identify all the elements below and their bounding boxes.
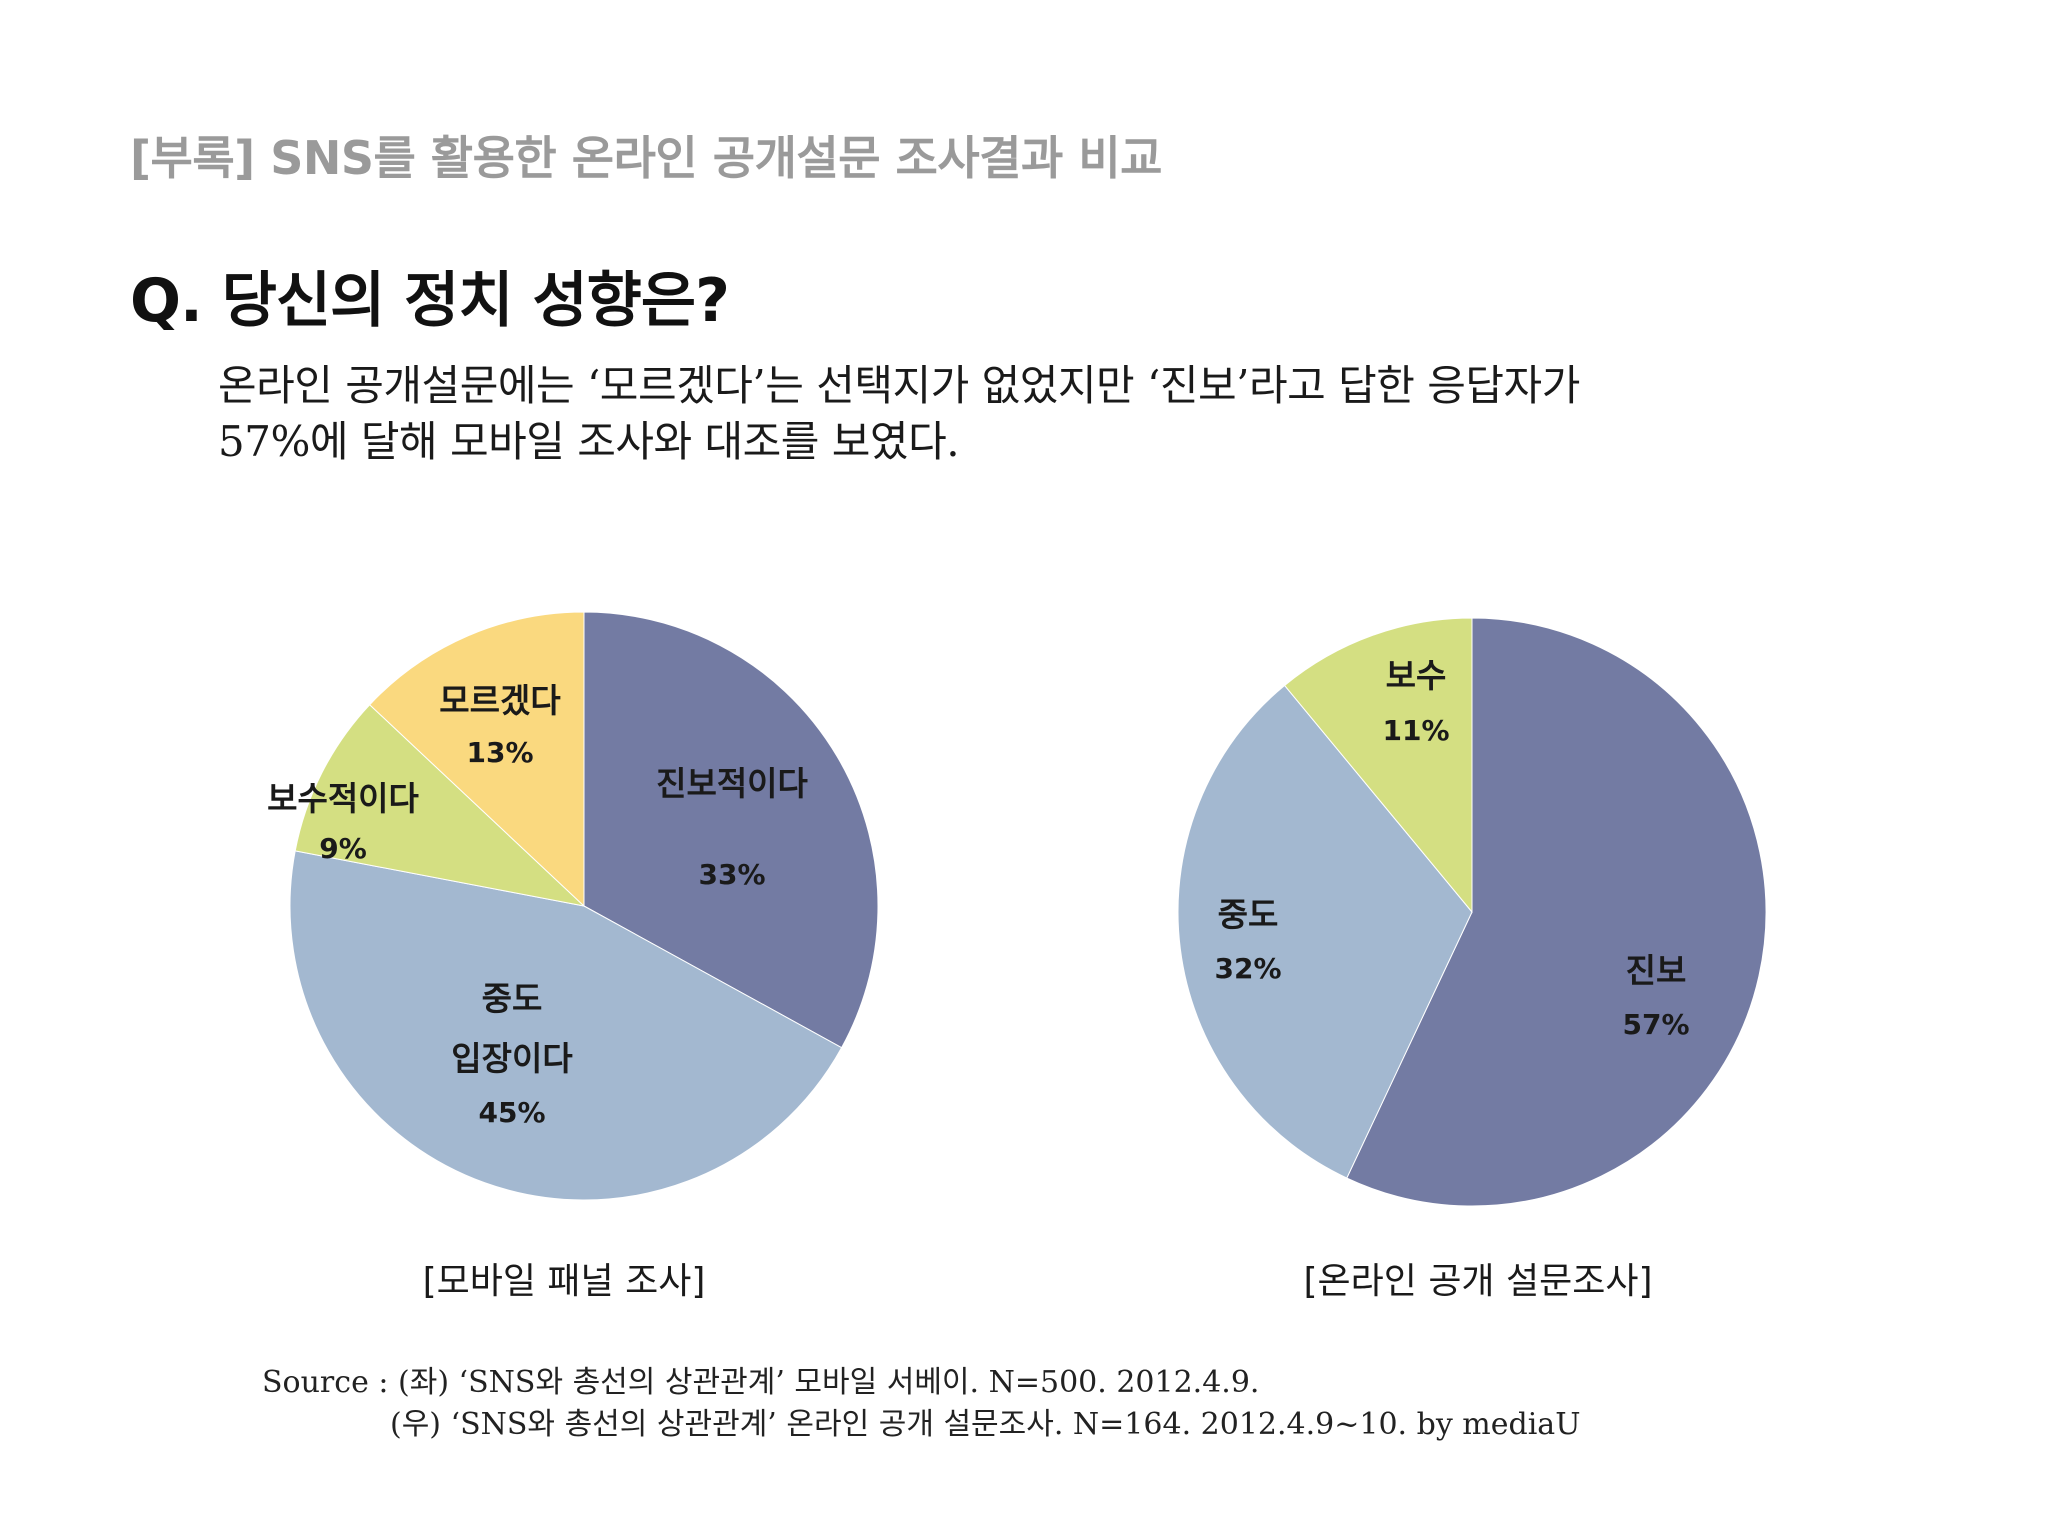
slice-label-모르겠다: 모르겠다	[439, 681, 561, 720]
pie-slice-보수	[1283, 617, 1473, 914]
slice-label-보수적이다: 보수적이다	[267, 779, 419, 818]
slice-percent-중도-입장이다: 45%	[478, 1096, 545, 1129]
slice-percent-보수적이다: 9%	[319, 832, 367, 865]
slice-label-중도: 중도	[482, 979, 543, 1018]
slice-label-진보적이다: 진보적이다	[656, 764, 808, 803]
slice-percent-진보적이다: 33%	[698, 858, 765, 891]
source-line-1: Source : (좌) ‘SNS와 총선의 상관관계’ 모바일 서베이. N=…	[262, 1365, 1260, 1400]
caption-mobile-panel: [모바일 패널 조사]	[422, 1261, 706, 1302]
slice-label-입장이다: 입장이다	[451, 1039, 573, 1078]
description-line-1: 온라인 공개설문에는 ‘모르겠다’는 선택지가 없었지만 ‘진보’라고 답한 응…	[218, 361, 1580, 410]
slice-percent-진보: 57%	[1622, 1008, 1689, 1041]
pie-slice-진보적이다	[583, 611, 879, 1049]
question-title: Q. 당신의 정치 성향은?	[130, 266, 730, 336]
slice-label-보수: 보수	[1386, 656, 1447, 695]
slice-percent-보수: 11%	[1382, 714, 1449, 747]
section-subtitle: [부록] SNS를 활용한 온라인 공개설문 조사결과 비교	[130, 131, 1162, 185]
pie-slice-모르겠다	[368, 611, 585, 908]
slice-label-중도: 중도	[1218, 895, 1279, 934]
pie-slice-진보	[1346, 617, 1767, 1207]
description-line-2: 57%에 달해 모바일 조사와 대조를 보였다.	[218, 417, 960, 466]
caption-online-survey: [온라인 공개 설문조사]	[1303, 1261, 1653, 1302]
pie-chart-online-survey: 진보 57% 중도 32% 보수 11%	[1177, 617, 1767, 1207]
slice-percent-중도: 32%	[1214, 952, 1281, 985]
pie-slice-중도-입장이다	[289, 850, 843, 1201]
slice-percent-모르겠다: 13%	[466, 736, 533, 769]
pie-slice-보수적이다	[294, 704, 586, 907]
description: 온라인 공개설문에는 ‘모르겠다’는 선택지가 없었지만 ‘진보’라고 답한 응…	[218, 358, 1918, 470]
source-note: Source : (좌) ‘SNS와 총선의 상관관계’ 모바일 서베이. N=…	[262, 1362, 1580, 1446]
pie-slice-중도	[1177, 684, 1473, 1179]
slice-label-진보: 진보	[1626, 951, 1687, 990]
source-line-2: (우) ‘SNS와 총선의 상관관계’ 온라인 공개 설문조사. N=164. …	[390, 1407, 1581, 1442]
